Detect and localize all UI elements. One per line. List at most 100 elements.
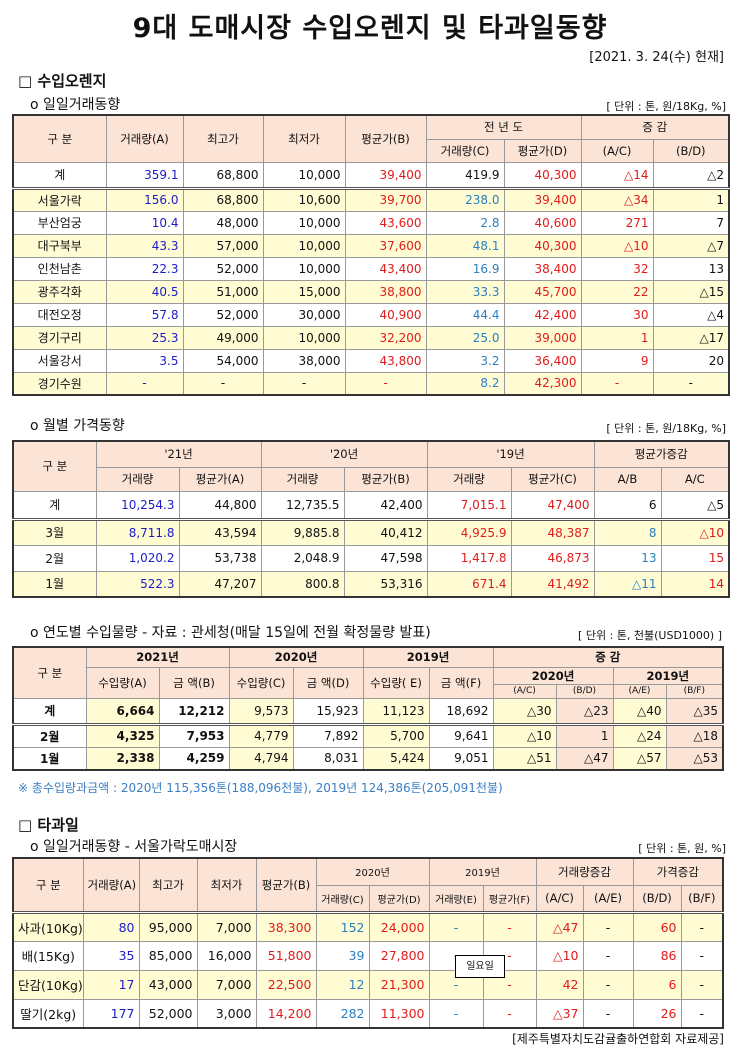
table-cell: △30 xyxy=(492,697,557,725)
report-date: [2021. 3. 24(수) 현재] xyxy=(589,50,724,65)
table-cell: 40,412 xyxy=(343,517,428,546)
table-cell: 152 xyxy=(315,910,370,942)
table-cell: 57,000 xyxy=(182,233,264,258)
table-row: 계 6,664 12,212 9,573 15,923 11,123 18,692 △30 △2… xyxy=(12,697,724,725)
table-cell: - xyxy=(652,371,730,396)
section-orange-heading: □ 수입오렌지 xyxy=(18,72,107,90)
table-cell: 25.0 xyxy=(425,325,505,350)
table-cell: 9,641 xyxy=(428,722,494,748)
table-cell: △2 xyxy=(652,161,730,189)
header-ac: (A/C) xyxy=(535,884,584,913)
table-cell: △57 xyxy=(612,746,667,771)
header-max: 최고가 xyxy=(182,114,264,163)
table-cell: 21,300 xyxy=(368,969,430,1000)
table-row: 대전오정 57.8 52,000 30,000 40,900 44.4 42,400 30 △4 xyxy=(12,302,730,327)
daily-subtitle: o 일일거래동향 xyxy=(30,97,121,113)
row-label: 계 xyxy=(12,490,97,520)
table-cell: 15 xyxy=(660,544,730,572)
header-vol-c: 거래량(C) xyxy=(315,884,370,913)
table-cell: - xyxy=(680,998,724,1029)
row-label: 2월 xyxy=(12,722,87,748)
header-imp-a: 수입량(A) xyxy=(85,666,160,699)
table-cell: - xyxy=(580,371,654,396)
table-cell: 26 xyxy=(632,998,682,1029)
header-ac: (A/C) xyxy=(492,683,557,699)
yearly-unit: [ 단위 : 톤, 천불(USD1000) ] xyxy=(578,629,722,642)
header-2020: 2020년 xyxy=(315,857,430,886)
table-row: 사과(10Kg) 80 95,000 7,000 38,300 152 24,000- - △4… xyxy=(12,910,724,942)
table-row: 광주각화 40.5 51,000 15,000 38,800 33.3 45,700 22 △1… xyxy=(12,279,730,304)
table-cell: △5 xyxy=(660,490,730,520)
header-avg-b: 평균가(B) xyxy=(255,857,317,913)
table-cell: - xyxy=(182,371,264,396)
header-vol: 거래량 xyxy=(95,466,180,492)
table-cell: 8.2 xyxy=(425,371,505,396)
table-cell: △10 xyxy=(535,940,584,971)
table-cell: 60 xyxy=(632,910,682,942)
table-cell: 12,735.5 xyxy=(260,490,345,520)
fruit-daily-table: 구 분 거래량(A) 최고가 최저가 평균가(B) 2020년 2019년 거래량증감 가격증감… xyxy=(12,857,725,1029)
table-cell: 39,000 xyxy=(503,325,582,350)
page-title: 9대 도매시장 수입오렌지 및 타과일동향 xyxy=(132,13,608,44)
table-cell: 46,873 xyxy=(510,544,595,572)
table-cell: 42,300 xyxy=(503,371,582,396)
table-row: 부산엄궁 10.4 48,000 10,000 43,600 2.8 40,600 271 7 xyxy=(12,210,730,235)
table-cell: 6 xyxy=(632,969,682,1000)
table-cell: △11 xyxy=(593,570,662,598)
table-cell: 156.0 xyxy=(105,186,184,212)
table-cell: 41,492 xyxy=(510,570,595,598)
table-cell: 68,800 xyxy=(182,186,264,212)
table-cell: 4,794 xyxy=(228,746,294,771)
table-cell: 7,000 xyxy=(196,969,257,1000)
header-vol: 거래량 xyxy=(260,466,345,492)
sunday-tooltip: 일요일 xyxy=(455,955,505,978)
table-cell: 39,400 xyxy=(503,186,582,212)
table-cell: - xyxy=(582,969,634,1000)
table-cell: 95,000 xyxy=(138,910,198,942)
header-avg-c: 평균가(C) xyxy=(510,466,595,492)
table-cell: 36,400 xyxy=(503,348,582,373)
table-cell: 15,000 xyxy=(262,279,346,304)
table-cell: 51,800 xyxy=(255,940,317,971)
header-avg-d: 평균가(D) xyxy=(368,884,430,913)
table-cell: △4 xyxy=(652,302,730,327)
header-change: 증 감 xyxy=(580,114,730,140)
table-cell: 1 xyxy=(580,325,654,350)
table-cell: △53 xyxy=(665,746,724,771)
table-cell: 53,316 xyxy=(343,570,428,598)
header-min: 최저가 xyxy=(262,114,346,163)
table-cell: 35 xyxy=(82,940,140,971)
table-cell: 6,664 xyxy=(85,697,160,725)
table-cell: 80 xyxy=(82,910,140,942)
source-footer: [제주특별자치도감귤출하연합회 자료제공] xyxy=(512,1032,724,1046)
table-cell: 44,800 xyxy=(178,490,262,520)
table-cell: △34 xyxy=(580,186,654,212)
table-cell: 10,000 xyxy=(262,210,346,235)
table-cell: 1,417.8 xyxy=(426,544,512,572)
header-amt-b: 금 액(B) xyxy=(158,666,230,699)
table-cell: 9,051 xyxy=(428,746,494,771)
table-cell: 5,424 xyxy=(362,746,430,771)
header-division: 구 분 xyxy=(12,857,84,913)
table-cell: 13 xyxy=(593,544,662,572)
header-bd: (B/D) xyxy=(652,138,730,163)
table-cell: 3.2 xyxy=(425,348,505,373)
header-division: 구 분 xyxy=(12,440,97,492)
table-row: 서울강서 3.5 54,000 38,000 43,800 3.2 36,400 9 20 xyxy=(12,348,730,373)
table-cell: 8 xyxy=(593,517,662,546)
table-cell: 3,000 xyxy=(196,998,257,1029)
table-cell: 177 xyxy=(82,998,140,1029)
table-cell: 10,600 xyxy=(262,186,346,212)
import-total-note: ※ 총수입량과금액 : 2020년 115,356톤(188,096천불), 2… xyxy=(18,781,503,795)
table-cell: △15 xyxy=(652,279,730,304)
table-cell: 16.9 xyxy=(425,256,505,281)
table-cell: - xyxy=(428,910,484,942)
header-amt-f: 금 액(F) xyxy=(428,666,494,699)
header-bf: (B/F) xyxy=(680,884,724,913)
table-cell: △10 xyxy=(580,233,654,258)
table-cell: 4,925.9 xyxy=(426,517,512,546)
header-avg-b: 평균가(B) xyxy=(344,114,427,163)
header-ab: A/B xyxy=(593,466,662,492)
yearly-subtitle: o 연도별 수입물량 - 자료 : 관세청(매달 15일에 전월 확정물량 발표… xyxy=(30,625,431,641)
